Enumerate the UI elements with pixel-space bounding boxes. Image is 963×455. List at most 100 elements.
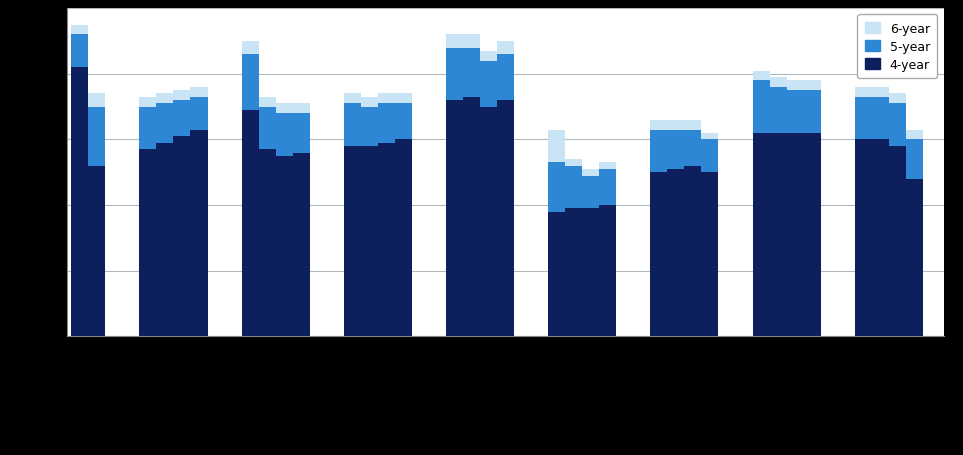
Bar <box>548 212 565 337</box>
Bar <box>650 173 667 337</box>
Bar <box>191 97 208 130</box>
Bar <box>685 130 701 167</box>
Bar <box>463 35 480 48</box>
Bar <box>191 88 208 97</box>
Bar <box>480 52 497 61</box>
Bar <box>803 81 820 91</box>
Bar <box>293 153 310 337</box>
Bar <box>395 104 412 140</box>
Bar <box>803 91 820 134</box>
Bar <box>89 107 105 167</box>
Bar <box>395 140 412 337</box>
Bar <box>377 143 395 337</box>
Bar <box>565 209 583 337</box>
Bar <box>293 114 310 153</box>
Bar <box>173 91 191 101</box>
Bar <box>650 121 667 130</box>
Bar <box>259 107 275 150</box>
Bar <box>701 140 718 173</box>
Bar <box>71 68 89 337</box>
Bar <box>769 78 787 88</box>
Bar <box>395 94 412 104</box>
Bar <box>259 150 275 337</box>
Bar <box>803 134 820 337</box>
Bar <box>242 42 259 55</box>
Bar <box>889 147 906 337</box>
Bar <box>191 130 208 337</box>
Bar <box>361 107 377 147</box>
Bar <box>293 104 310 114</box>
Bar <box>275 157 293 337</box>
Bar <box>497 55 514 101</box>
Bar <box>377 104 395 143</box>
Bar <box>446 101 463 337</box>
Legend: 6-year, 5-year, 4-year: 6-year, 5-year, 4-year <box>857 15 938 79</box>
Bar <box>599 163 616 170</box>
Bar <box>599 206 616 337</box>
Bar <box>463 97 480 337</box>
Bar <box>480 61 497 107</box>
Bar <box>71 35 89 68</box>
Bar <box>361 97 377 107</box>
Bar <box>906 140 923 179</box>
Bar <box>855 140 872 337</box>
Bar <box>906 130 923 140</box>
Bar <box>889 94 906 104</box>
Bar <box>275 104 293 114</box>
Bar <box>599 170 616 206</box>
Bar <box>89 94 105 107</box>
Bar <box>583 170 599 176</box>
Bar <box>787 134 803 337</box>
Bar <box>701 173 718 337</box>
Bar <box>701 134 718 140</box>
Bar <box>855 97 872 140</box>
Bar <box>872 140 889 337</box>
Bar <box>685 167 701 337</box>
Bar <box>752 81 769 134</box>
Bar <box>361 147 377 337</box>
Bar <box>787 81 803 91</box>
Bar <box>872 88 889 97</box>
Bar <box>275 114 293 157</box>
Bar <box>752 71 769 81</box>
Bar <box>565 160 583 167</box>
Bar <box>463 48 480 97</box>
Bar <box>156 143 173 337</box>
Bar <box>156 94 173 104</box>
Bar <box>769 88 787 134</box>
Bar <box>752 134 769 337</box>
Bar <box>497 42 514 55</box>
Bar <box>344 147 361 337</box>
Bar <box>497 101 514 337</box>
Bar <box>344 94 361 104</box>
Bar <box>787 91 803 134</box>
Bar <box>140 150 156 337</box>
Bar <box>446 48 463 101</box>
Bar <box>140 97 156 107</box>
Bar <box>565 167 583 209</box>
Bar <box>377 94 395 104</box>
Bar <box>242 55 259 111</box>
Bar <box>667 130 685 170</box>
Bar <box>872 97 889 140</box>
Bar <box>173 101 191 137</box>
Bar <box>855 88 872 97</box>
Bar <box>446 35 463 48</box>
Bar <box>769 134 787 337</box>
Bar <box>89 167 105 337</box>
Bar <box>259 97 275 107</box>
Bar <box>667 170 685 337</box>
Bar <box>548 130 565 163</box>
Bar <box>344 104 361 147</box>
Bar <box>667 121 685 130</box>
Bar <box>71 25 89 35</box>
Bar <box>548 163 565 212</box>
Bar <box>583 209 599 337</box>
Bar <box>242 111 259 337</box>
Bar <box>650 130 667 173</box>
Bar <box>480 107 497 337</box>
Bar <box>140 107 156 150</box>
Bar <box>173 137 191 337</box>
Bar <box>906 179 923 337</box>
Bar <box>889 104 906 147</box>
